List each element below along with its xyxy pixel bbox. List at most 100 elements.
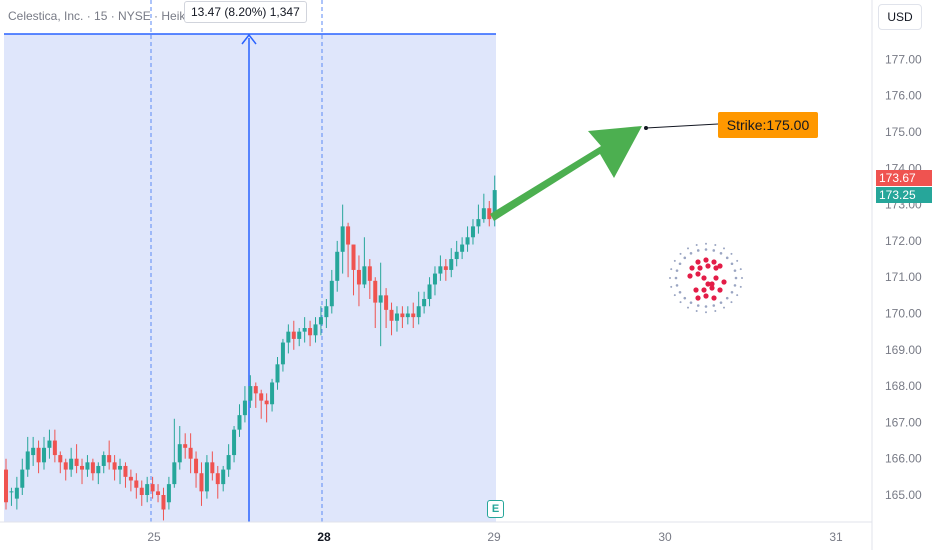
y-tick-label: 165.00 [885,488,922,502]
candle-body-83 [454,251,459,260]
measure-fill [4,34,496,522]
candle-body-20 [112,462,117,470]
logo-dot [695,310,698,313]
logo-dot [689,301,693,304]
annotations-layer[interactable] [490,123,719,221]
logo-red-dot [711,259,717,265]
earnings-icon[interactable]: E [487,500,504,518]
grid-layer [150,0,323,522]
candle-body-39 [215,473,220,485]
logo-dot [734,276,738,280]
logo-dot [674,276,678,280]
candle-body-72 [394,313,399,321]
logo-red-dot [705,281,711,287]
logo-dot [723,247,725,250]
logo-red-dot [695,271,701,277]
logo-dot [712,249,716,252]
logo-dot [712,304,716,307]
candle-body-44 [242,400,247,416]
logo-red-dot [709,281,715,287]
trend-line-anchor [644,126,648,130]
logo-dot [675,284,679,287]
logo-dot [704,248,708,251]
candle-body-69 [378,295,383,303]
candle-body-9 [52,440,57,456]
currency-button[interactable]: USD [878,4,922,30]
candle-body-64 [351,244,356,270]
candle-body-7 [42,447,47,463]
logo-dot [714,243,717,246]
y-tick-label: 166.00 [885,452,922,466]
logo-dot [695,243,698,246]
candle-body-15 [85,462,90,470]
logo-dot [679,252,682,255]
logo-dot [689,252,693,255]
candle-body-22 [123,465,128,477]
candle-body-67 [367,266,372,281]
candle-body-58 [318,317,323,325]
green-arrow [490,126,642,221]
candle-body-10 [58,455,63,463]
candle-body-62 [340,226,345,252]
candle-body-43 [237,415,242,430]
symbol-legend[interactable]: Celestica, Inc. · 15 · NYSE · Heikin Ash… [8,9,221,23]
candle-body-14 [80,465,85,470]
measure-range[interactable] [4,33,496,522]
candle-body-74 [405,313,410,318]
candle-body-12 [69,458,74,470]
y-tick-label: 167.00 [885,415,922,429]
candle-body-79 [432,273,437,285]
x-tick-label: 29 [487,530,501,544]
candle-body-31 [172,462,177,485]
candle-body-90 [492,190,497,220]
candle-body-8 [47,440,52,448]
logo-dot [704,305,708,308]
candle-body-40 [221,469,226,485]
logo-dot [673,294,676,297]
candle-body-85 [465,237,470,245]
candle-body-59 [324,306,329,318]
y-tick-label: 175.00 [885,125,922,139]
candle-body-21 [118,465,123,470]
candle-body-28 [156,491,161,495]
logo-dot [725,296,729,300]
candle-body-45 [248,386,253,401]
candle-body-49 [270,382,275,405]
candle-body-47 [259,393,264,401]
logo-red-dot [689,265,695,271]
candle-body-88 [481,208,486,220]
logo-red-dot [717,287,723,293]
logo-dot [669,277,671,279]
candle-body-65 [356,269,361,285]
candle-body-33 [183,444,188,448]
y-tick-label: 168.00 [885,379,922,393]
logo-red-dot [703,293,709,299]
candle-body-30 [166,484,171,503]
logo-dot [730,290,734,294]
logo-dot [730,262,734,266]
candle-body-19 [107,455,112,463]
logo-dot [730,252,733,255]
logo-red-dot [713,275,719,281]
candle-body-25 [139,487,144,495]
logo-dot [675,269,679,272]
candle-body-53 [291,331,296,339]
x-tick-label: 25 [147,530,161,544]
logo-dot [733,284,737,287]
logo-red-dot [709,285,715,291]
candle-body-16 [90,462,95,474]
strike-label[interactable]: Strike:175.00 [718,112,818,138]
logo-dot [730,301,733,304]
candle-body-35 [194,458,199,474]
logo-red-dot [697,265,703,271]
measure-arrow-head [241,33,257,45]
celestica-logo [669,242,743,314]
logo-dot [705,242,707,245]
candle-body-46 [253,386,258,394]
candle-body-24 [134,480,139,488]
candle-body-26 [145,484,150,495]
candle-body-0 [4,469,8,503]
candle-body-29 [161,495,166,510]
